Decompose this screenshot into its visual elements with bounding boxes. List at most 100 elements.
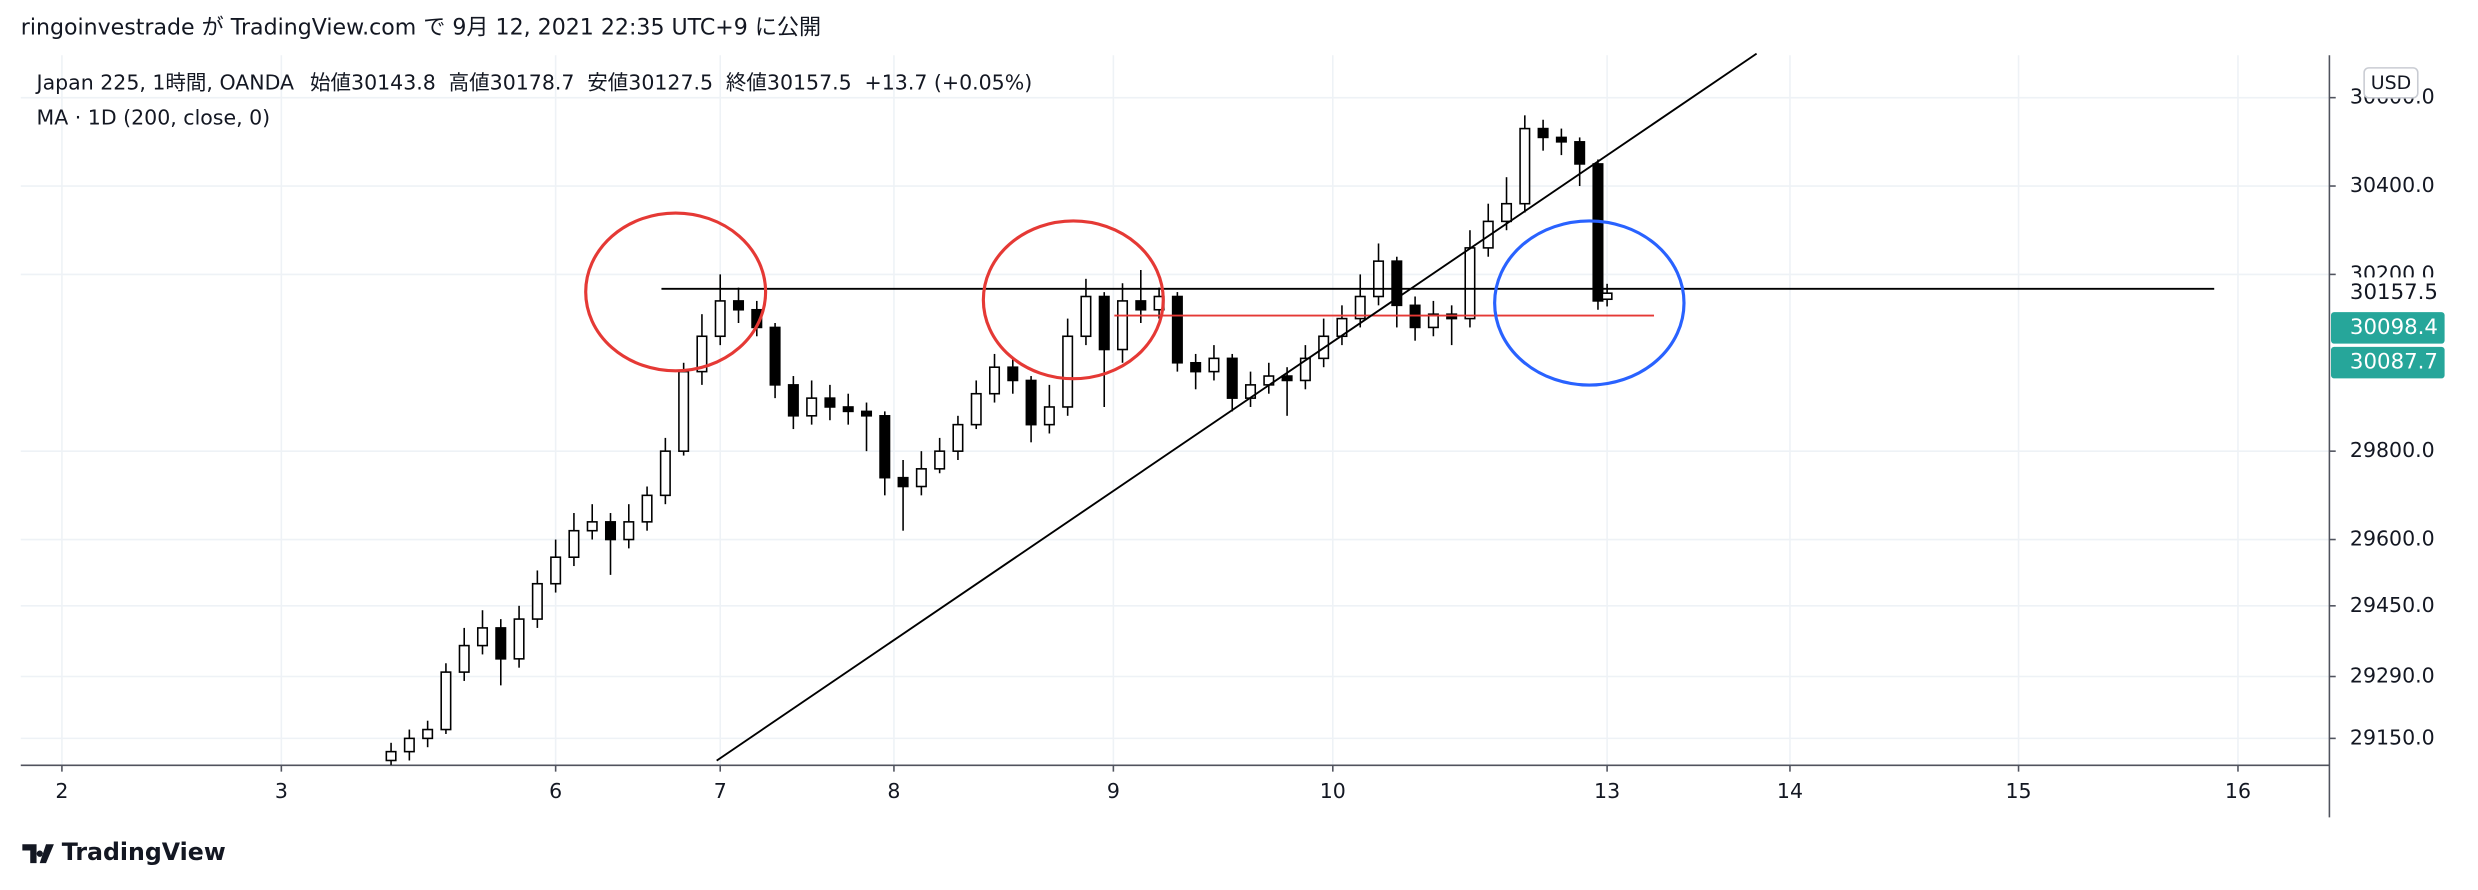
candle-body — [696, 335, 708, 373]
drawings — [584, 52, 2215, 762]
symbol: Japan 225, 1時間, OANDA — [35, 71, 295, 95]
candle-body — [678, 370, 690, 452]
candle-body — [1373, 260, 1385, 298]
candle-body — [934, 450, 946, 470]
candle-body — [732, 300, 745, 311]
price-label: 30087.7 — [2350, 350, 2438, 375]
candle-body — [1025, 379, 1037, 426]
open-value: 30143.8 — [351, 71, 436, 95]
high-label: 高値 — [449, 71, 490, 95]
x-tick-label: 13 — [1594, 779, 1620, 803]
candle-body — [1519, 127, 1531, 205]
x-tick-label: 15 — [2005, 779, 2031, 803]
candle-body — [787, 384, 799, 417]
highlight-circle — [1493, 219, 1686, 387]
candle-body — [1391, 260, 1403, 307]
candle-body — [1299, 357, 1311, 382]
candle-body — [550, 556, 562, 585]
candle-body — [1208, 357, 1220, 373]
candle-body — [403, 737, 415, 753]
indicator-label: MA · 1D (200, close, 0) — [37, 105, 271, 129]
candle-body — [1555, 136, 1567, 143]
currency: USD — [2371, 72, 2411, 94]
candle-body — [714, 300, 726, 338]
candle-body — [1464, 247, 1476, 320]
candle-body — [1281, 375, 1293, 382]
x-tick-label: 10 — [1320, 779, 1346, 803]
change: +13.7 (+0.05%) — [865, 71, 1033, 95]
candle-body — [1537, 127, 1549, 139]
candle-body — [769, 326, 781, 386]
candle-body — [1062, 335, 1074, 408]
candle-body — [1574, 141, 1586, 165]
tradingview-logo: TradingView — [22, 838, 226, 866]
candle-body — [824, 397, 836, 408]
x-tick-label: 3 — [275, 779, 288, 803]
candle-body — [568, 529, 580, 558]
candle-body — [495, 627, 507, 660]
trend-line — [716, 52, 1758, 762]
candle-body — [1427, 313, 1439, 329]
candle-body — [1601, 292, 1613, 301]
low-label: 安値 — [587, 71, 628, 95]
candles — [385, 115, 1613, 765]
low-value: 30127.5 — [628, 71, 713, 95]
x-tick-label: 7 — [714, 779, 727, 803]
currency-box — [2363, 67, 2419, 99]
y-tick-label: 30400.0 — [2350, 173, 2435, 197]
candle-body — [623, 521, 635, 541]
candle-body — [1482, 220, 1494, 249]
y-tick-label: 29450.0 — [2350, 593, 2435, 617]
candle-body — [604, 521, 617, 541]
candle-body — [513, 618, 525, 660]
x-tick-label: 2 — [55, 779, 68, 803]
candle-body — [659, 450, 671, 497]
grid — [20, 55, 2330, 766]
highlight-circle — [584, 211, 768, 373]
candle-body — [1098, 295, 1110, 351]
candle-body — [1043, 406, 1055, 426]
candle-body — [385, 750, 397, 762]
x-tick-label: 8 — [887, 779, 900, 803]
x-tick-label: 16 — [2225, 779, 2251, 803]
y-tick-label: 29150.0 — [2350, 725, 2435, 749]
legend-line: Japan 225, 1時間, OANDA 始値30143.8 高値30178.… — [35, 71, 1033, 95]
candle-body — [586, 521, 598, 532]
high-value: 30178.7 — [490, 71, 575, 95]
candle-body — [476, 627, 489, 647]
x-tick-label: 14 — [1777, 779, 1803, 803]
candle-body — [1354, 295, 1366, 320]
y-tick-label: 29600.0 — [2350, 527, 2435, 551]
candle-body — [531, 582, 543, 620]
close-value: 30157.5 — [767, 71, 852, 95]
y-tick-label: 29290.0 — [2350, 664, 2435, 688]
logo-icon — [22, 844, 54, 864]
candle-body — [915, 468, 927, 488]
x-tick-label: 6 — [549, 779, 562, 803]
x-tick-label: 9 — [1107, 779, 1120, 803]
candle-body — [970, 392, 982, 426]
price-label-box — [2330, 346, 2445, 379]
y-tick-label: 29800.0 — [2350, 438, 2435, 462]
candle-body — [1007, 366, 1019, 382]
candle-body — [1080, 295, 1092, 338]
open-label: 始値 — [310, 71, 351, 95]
price-label: 30098.4 — [2350, 315, 2438, 340]
candle-body — [879, 415, 891, 479]
candle-body — [860, 410, 873, 417]
candle-body — [641, 494, 653, 523]
price-label-box — [2330, 312, 2445, 344]
publish-header: ringoinvestrade が TradingView.com で 9月 1… — [21, 14, 821, 40]
close-label: 終値 — [726, 71, 767, 95]
candle-body — [988, 366, 1001, 395]
candle-body — [440, 671, 452, 731]
candle-body — [1135, 300, 1147, 311]
candle-body — [1592, 163, 1604, 302]
candle-body — [897, 476, 909, 488]
candle-body — [1501, 202, 1513, 223]
candle-body — [806, 397, 818, 417]
candle-body — [1190, 361, 1202, 373]
